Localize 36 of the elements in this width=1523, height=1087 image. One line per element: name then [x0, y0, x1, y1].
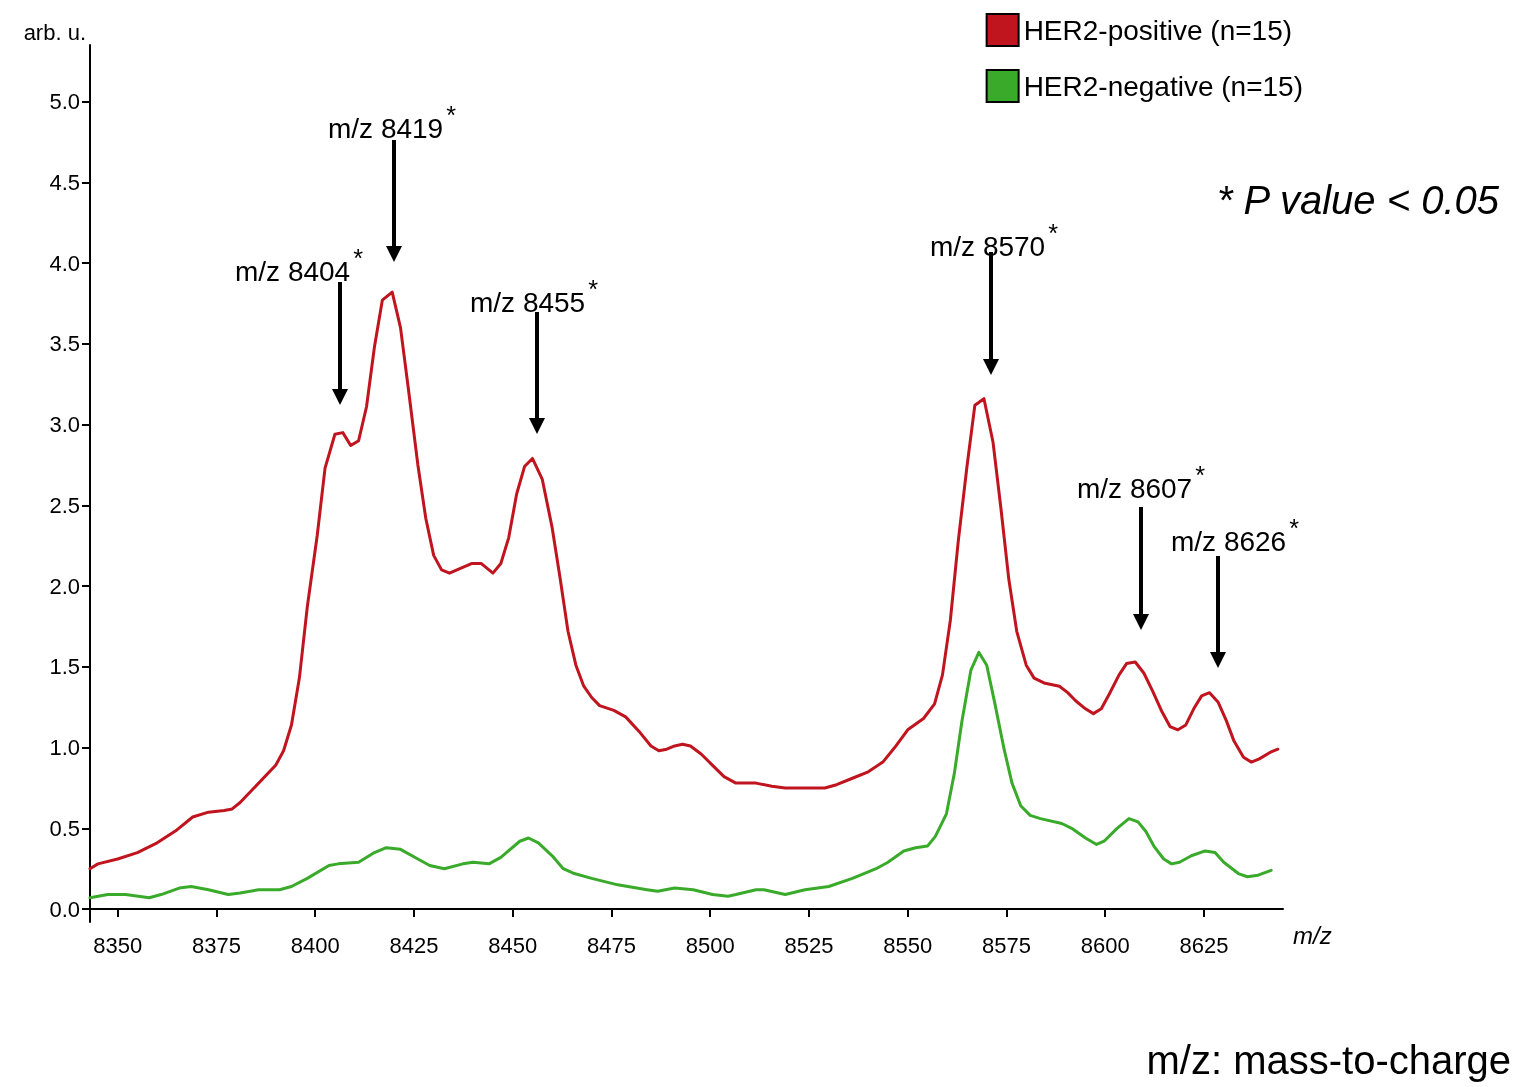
- y-tick-label: 3.5: [49, 331, 80, 357]
- x-tick-label: 8475: [586, 932, 636, 958]
- x-tick-label: 8450: [488, 932, 538, 958]
- legend-label: HER2-positive (n=15): [1023, 14, 1293, 46]
- y-axis-title: arb. u.: [23, 19, 86, 45]
- y-tick-label: 0.0: [49, 896, 80, 922]
- x-tick-label: 8425: [389, 932, 439, 958]
- x-tick-label: 8350: [93, 932, 143, 958]
- text: m/z: mass-to-charge: [1146, 1038, 1511, 1082]
- y-tick-label: 1.0: [49, 735, 80, 761]
- x-tick-label: 8525: [784, 932, 834, 958]
- y-tick-label: 2.5: [49, 492, 80, 518]
- y-tick-label: 0.5: [49, 815, 80, 841]
- y-tick-label: 1.5: [49, 654, 80, 680]
- annotation: m/z 8455$^{*}$: [470, 275, 598, 318]
- y-tick-label: 3.0: [49, 412, 80, 438]
- x-tick-label: 8375: [191, 932, 241, 958]
- annotation: m/z 8419$^{*}$: [328, 101, 456, 144]
- legend-label: HER2-negative (n=15): [1023, 70, 1303, 102]
- y-tick-label: 2.0: [49, 573, 80, 599]
- x-tick-label: 8550: [883, 932, 933, 958]
- x-tick-label: 8575: [982, 932, 1031, 958]
- x-tick-label: 8600: [1080, 932, 1130, 958]
- x-tick-label: 8625: [1179, 932, 1229, 958]
- annotation: m/z 8570$^{*}$: [930, 219, 1058, 262]
- x-tick-label: 8400: [290, 932, 340, 958]
- annotation: m/z 8607$^{*}$: [1077, 461, 1205, 504]
- line-series: [88, 650, 1273, 900]
- annotation: m/z 8404$^{*}$: [235, 244, 363, 287]
- y-tick-label: 4.0: [49, 250, 80, 276]
- y-tick-label: 4.5: [49, 169, 80, 195]
- annotation: * P value < 0.05: [1216, 178, 1499, 222]
- y-tick-label: 5.0: [49, 89, 80, 115]
- x-tick-label: 8500: [685, 932, 735, 958]
- x-axis-title: m/z: [1293, 921, 1332, 949]
- annotation: m/z 8626$^{*}$: [1171, 514, 1299, 557]
